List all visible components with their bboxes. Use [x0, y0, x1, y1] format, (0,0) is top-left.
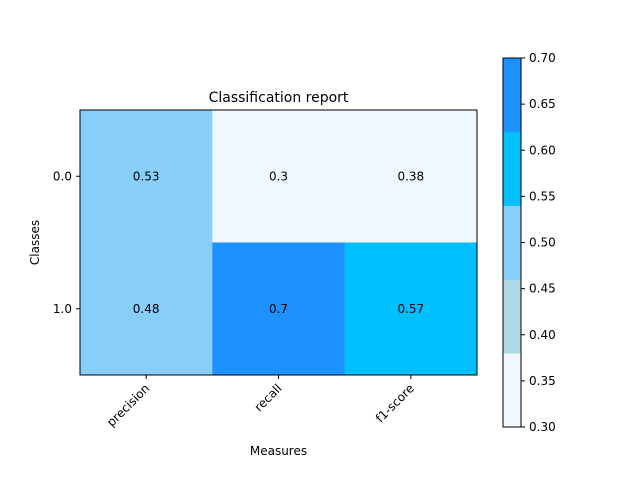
colorbar-tick-label: 0.60 — [529, 143, 556, 157]
heatmap-cell — [344, 242, 478, 376]
x-axis-label: Measures — [250, 444, 307, 458]
x-tick-label: precision — [104, 381, 152, 429]
chart-title: Classification report — [209, 90, 349, 106]
heatmap-cell — [80, 242, 213, 376]
colorbar-tick-label: 0.30 — [529, 420, 556, 434]
colorbar-tick-label: 0.35 — [529, 374, 556, 388]
y-tick-label: 1.0 — [53, 302, 72, 316]
heatmap-cell — [212, 110, 346, 243]
colorbar-tick-label: 0.70 — [529, 51, 556, 65]
colorbar-bin — [503, 279, 521, 354]
colorbar-bin — [503, 205, 521, 280]
cell-value-label: 0.7 — [269, 302, 288, 316]
cell-value-label: 0.57 — [397, 302, 424, 316]
x-axis-ticks: precision recall f1-score — [104, 375, 417, 429]
colorbar: 0.30 0.35 0.40 0.45 0.50 0.55 0.60 0.65 0.70 — [502, 51, 556, 434]
heatmap-cells: 0.53 0.3 0.38 0.48 0.7 0.57 — [80, 110, 478, 376]
heatmap-cell — [80, 110, 213, 243]
y-axis-ticks: 0.0 1.0 — [53, 169, 80, 316]
y-tick-label: 0.0 — [53, 169, 72, 183]
colorbar-bin — [503, 353, 521, 428]
x-tick-label: recall — [252, 381, 285, 414]
colorbar-tick-label: 0.55 — [529, 189, 556, 203]
colorbar-tick-label: 0.65 — [529, 97, 556, 111]
cell-value-label: 0.38 — [397, 169, 424, 183]
colorbar-bin — [503, 58, 521, 133]
heatmap-cell — [212, 242, 346, 376]
heatmap-cell — [344, 110, 478, 243]
colorbar-tick-label: 0.45 — [529, 282, 556, 296]
colorbar-tick-label: 0.50 — [529, 236, 556, 250]
cell-value-label: 0.48 — [133, 302, 160, 316]
cell-value-label: 0.3 — [269, 169, 288, 183]
x-tick-label: f1-score — [373, 381, 417, 425]
cell-value-label: 0.53 — [133, 169, 160, 183]
colorbar-tick-label: 0.40 — [529, 328, 556, 342]
colorbar-bin — [503, 131, 521, 206]
y-axis-label: Classes — [28, 220, 42, 265]
